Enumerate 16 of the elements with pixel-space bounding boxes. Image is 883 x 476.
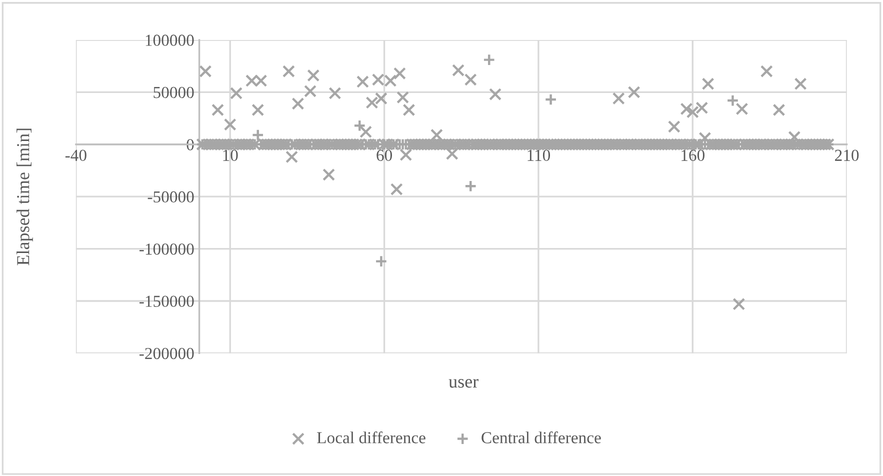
y-tick-label: -150000 [139, 296, 194, 307]
x-axis-title: user [448, 379, 478, 388]
x-tick-label: 60 [376, 150, 392, 161]
y-tick-label: 100000 [146, 34, 194, 46]
y-tick-label: 50000 [154, 86, 194, 98]
y-axis-title: Elapsed time [min] [16, 128, 33, 266]
y-tick-label: -100000 [139, 243, 194, 255]
x-tick-label: 10 [223, 150, 238, 161]
x-tick-label: 160 [682, 150, 704, 161]
x-tick-label: -40 [65, 150, 86, 161]
x-tick-label: 110 [528, 150, 550, 161]
x-tick-label: 210 [835, 150, 859, 161]
legend-label: Local difference [317, 431, 426, 444]
y-tick-label: -50000 [148, 191, 194, 203]
legend-label: Central difference [482, 431, 601, 444]
y-tick-label: -200000 [139, 348, 194, 360]
